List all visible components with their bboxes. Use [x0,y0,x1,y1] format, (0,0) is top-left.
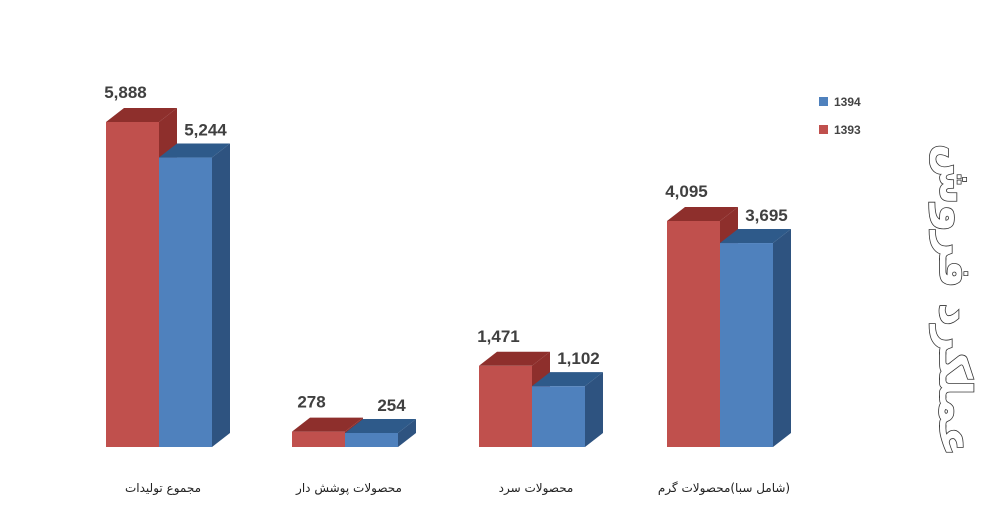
bar-1394-2 [532,372,603,447]
bar-top-face [479,351,550,366]
bar-front-face [720,243,773,447]
bar-front-face [667,220,720,447]
legend: 1394 1393 [819,95,861,137]
bar-top-face [532,372,603,387]
category-label-3: (شامل سبا)محصولات گرم [658,481,790,496]
bar-front-face [106,122,159,447]
side-title: عملکرد فروش [929,144,980,457]
bar-top-face [720,229,791,244]
bar-1394-0 [159,143,230,447]
legend-item-1394: 1394 [819,95,861,109]
bar-front-face [479,365,532,447]
value-label-1393-2: 1,471 [477,327,520,346]
bar-front-face [345,432,398,447]
bar-top-face [292,417,363,432]
legend-item-1393: 1393 [819,123,861,137]
category-labels-group: مجموع تولیدات محصولات پوشش دار محصولات سرد… [125,481,790,496]
bar-side-face [585,372,603,447]
bar-side-face [212,143,230,447]
legend-swatch [819,97,828,106]
bar-top-face [345,418,416,433]
bar-side-face [398,418,416,447]
value-label-1393-0: 5,888 [104,83,147,102]
category-label-0: مجموع تولیدات [125,481,201,496]
category-label-2: محصولات سرد [499,481,574,496]
value-label-1393-3: 4,095 [665,182,708,201]
legend-label: 1394 [834,95,861,109]
bar-top-face [667,206,738,221]
value-label-1394-1: 254 [377,396,406,415]
bar-top-face [106,108,177,122]
bar-top-face [159,143,230,158]
value-label-1394-3: 3,695 [745,206,788,225]
value-label-1393-1: 278 [297,393,325,412]
category-label-1: محصولات پوشش دار [295,481,402,496]
value-label-1394-0: 5,244 [184,121,227,140]
bar-front-face [532,386,585,447]
value-label-1394-2: 1,102 [557,349,600,368]
bar-1394-3 [720,229,791,447]
bar-front-face [159,157,212,447]
legend-swatch [819,125,828,134]
value-labels-group: 5,888 5,244 278 254 1,471 1,102 4,095 3,695 [104,83,788,415]
bar-side-face [773,229,791,447]
bars-group [106,108,791,447]
legend-label: 1393 [834,123,861,137]
bar-1394-1 [345,418,416,447]
bar-front-face [292,431,345,447]
